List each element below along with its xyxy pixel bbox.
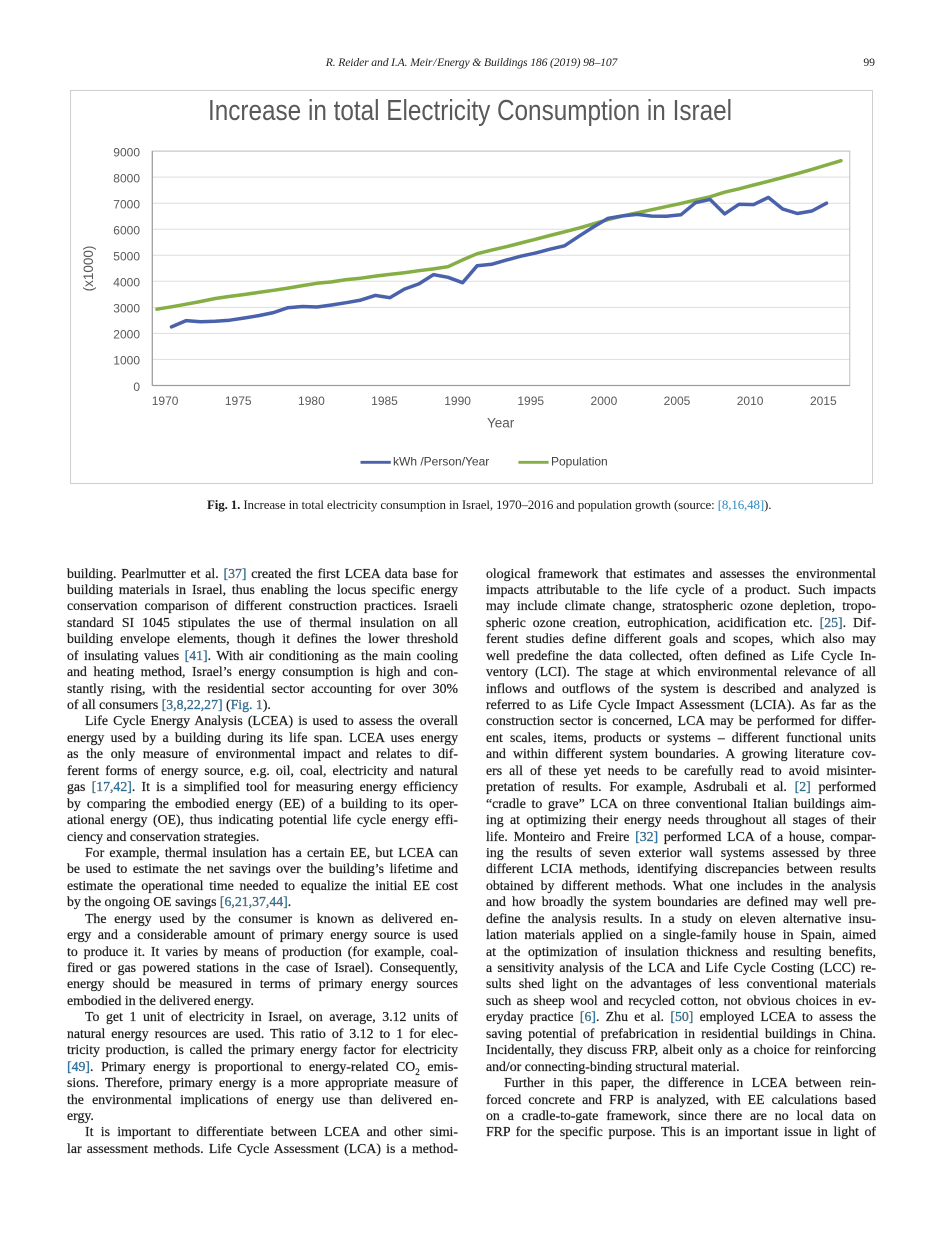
svg-text:1995: 1995 bbox=[517, 394, 544, 408]
svg-text:0: 0 bbox=[133, 380, 140, 394]
svg-text:1985: 1985 bbox=[371, 394, 398, 408]
svg-text:8000: 8000 bbox=[113, 171, 140, 185]
svg-text:4000: 4000 bbox=[113, 276, 140, 290]
svg-text:7000: 7000 bbox=[113, 198, 140, 212]
svg-text:6000: 6000 bbox=[113, 224, 140, 238]
svg-text:2000: 2000 bbox=[591, 394, 618, 408]
svg-text:1970: 1970 bbox=[152, 394, 179, 408]
svg-text:Population: Population bbox=[551, 455, 608, 469]
svg-text:2005: 2005 bbox=[664, 394, 691, 408]
svg-text:1975: 1975 bbox=[225, 394, 252, 408]
svg-text:5000: 5000 bbox=[113, 250, 140, 264]
svg-text:1990: 1990 bbox=[444, 394, 471, 408]
svg-text:2015: 2015 bbox=[810, 394, 837, 408]
svg-text:1980: 1980 bbox=[298, 394, 325, 408]
svg-text:Year: Year bbox=[487, 416, 515, 431]
svg-text:2000: 2000 bbox=[113, 328, 140, 342]
svg-text:2010: 2010 bbox=[737, 394, 764, 408]
svg-text:kWh /Person/Year: kWh /Person/Year bbox=[393, 455, 489, 469]
svg-text:9000: 9000 bbox=[113, 145, 140, 159]
svg-text:Increase in total Electricity: Increase in total Electricity Consumptio… bbox=[208, 95, 732, 127]
svg-text:3000: 3000 bbox=[113, 302, 140, 316]
svg-text:1000: 1000 bbox=[113, 354, 140, 368]
svg-text:(x1000): (x1000) bbox=[81, 246, 96, 292]
